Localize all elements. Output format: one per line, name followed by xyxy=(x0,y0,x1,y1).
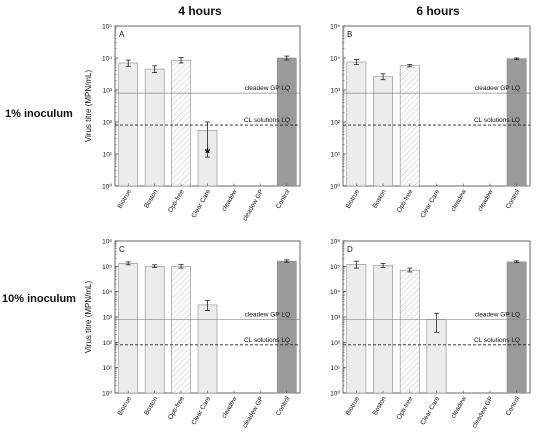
panel-label: D xyxy=(347,245,353,254)
bar-opti-free xyxy=(399,65,420,187)
x-tick-label: Boston xyxy=(143,395,159,416)
x-tick-label: Opti-free xyxy=(396,188,415,214)
lq-label: CL solutions LQ xyxy=(474,337,520,344)
y-tick-label: 10⁴ xyxy=(330,56,340,63)
y-tick-label: 10⁶ xyxy=(102,239,112,246)
y-tick-label: 10⁴ xyxy=(330,289,340,296)
y-tick-label: 10⁵ xyxy=(330,24,340,31)
panel-d: D 10⁰ 10¹ 10² 10³ 10⁴ 10⁵ 10⁶ Biotrue Boston Opti-… xyxy=(330,239,531,430)
lq-label: CL solutions LQ xyxy=(244,117,290,124)
y-tick-label: 10⁰ xyxy=(330,390,340,398)
x-tick-label: Clear Care xyxy=(419,395,441,426)
bar-opti-free xyxy=(171,266,191,394)
x-tick-label: Control xyxy=(275,395,292,417)
y-tick-label: 10³ xyxy=(103,315,113,322)
row-title-10pct: 10% inoculum xyxy=(2,293,76,305)
y-tick-label: 10⁰ xyxy=(102,390,112,398)
y-tick-label: 10⁵ xyxy=(330,264,340,271)
lq-label: cleadew GP LQ xyxy=(245,85,290,92)
y-tick-label: 10² xyxy=(331,120,341,127)
y-tick-label: 10¹ xyxy=(103,365,113,372)
x-tick-label: cleadew GP xyxy=(242,396,266,430)
x-tick-label: Opti-free xyxy=(396,395,415,421)
y-tick-label: 10⁵ xyxy=(102,24,112,31)
bar-clear-care xyxy=(197,304,218,394)
y-tick-label: 10³ xyxy=(331,88,341,95)
panel-label: A xyxy=(119,30,125,39)
x-tick-label: Clear Care xyxy=(190,188,212,219)
panels-group: A 10⁰ 10¹ 10² 10³ 10⁴ 10⁵ Virus titre (MPN/mL) B… xyxy=(84,24,531,430)
x-tick-label: Boston xyxy=(143,188,159,209)
x-tick-label: Boston xyxy=(372,188,388,209)
significance-marker: * xyxy=(205,144,211,160)
y-tick-label: 10⁴ xyxy=(102,56,112,63)
lq-label: CL solutions LQ xyxy=(244,337,290,344)
bar-opti-free xyxy=(171,59,191,187)
lq-label: cleadew GP LQ xyxy=(475,85,520,92)
bar-boston xyxy=(144,68,165,187)
x-tick-label: cleadew xyxy=(477,188,495,212)
panel-label: C xyxy=(119,245,125,254)
x-tick-label: Biotrue xyxy=(345,188,362,210)
row-title-1pct: 1% inoculum xyxy=(5,108,73,120)
bar-biotrue xyxy=(118,62,139,187)
y-tick-label: 10² xyxy=(103,340,113,347)
x-tick-label: Opti-free xyxy=(167,188,186,214)
x-tick-label: Biotrue xyxy=(117,395,134,417)
x-tick-label: Biotrue xyxy=(117,188,134,210)
y-tick-label: 10¹ xyxy=(331,152,341,159)
y-axis-label: Virus titre (MPN/mL) xyxy=(84,281,93,354)
y-tick-label: 10³ xyxy=(331,315,341,322)
y-axis-label: Virus titre (MPN/mL) xyxy=(84,70,93,143)
y-tick-label: 10² xyxy=(331,340,341,347)
y-tick-label: 10⁴ xyxy=(102,289,112,296)
col-title-6h: 6 hours xyxy=(416,4,460,18)
y-tick-label: 10² xyxy=(103,120,113,127)
bar-boston xyxy=(373,264,393,394)
lq-label: cleadew GP LQ xyxy=(245,311,290,318)
y-tick-label: 10⁰ xyxy=(102,183,112,191)
y-tick-label: 10¹ xyxy=(103,152,113,159)
x-tick-label: Clear Care xyxy=(419,188,441,219)
y-tick-label: 10¹ xyxy=(331,365,341,372)
y-tick-label: 10³ xyxy=(103,88,113,95)
y-tick-label: 10⁵ xyxy=(102,264,112,271)
lq-label: CL solutions LQ xyxy=(474,117,520,124)
bar-biotrue xyxy=(346,264,367,394)
x-tick-label: Control xyxy=(275,188,292,210)
x-tick-label: Boston xyxy=(372,395,388,416)
x-tick-label: cleadew xyxy=(450,395,468,419)
x-tick-label: Control xyxy=(505,188,522,210)
panel-b: B 10⁰ 10¹ 10² 10³ 10⁴ 10⁵ Biotrue Boston Opti-fre… xyxy=(330,24,531,219)
y-tick-label: 10⁶ xyxy=(330,239,340,246)
plot-frame xyxy=(342,25,531,187)
x-tick-label: Clear Care xyxy=(190,395,212,426)
y-tick-label: 10⁰ xyxy=(330,183,340,191)
bar-opti-free xyxy=(399,269,420,394)
lq-label: cleadew GP LQ xyxy=(475,311,520,318)
bar-control xyxy=(276,260,297,394)
x-tick-label: cleadew xyxy=(221,188,239,212)
x-tick-label: cleadew xyxy=(450,188,468,212)
panel-a: A 10⁰ 10¹ 10² 10³ 10⁴ 10⁵ Virus titre (MPN/mL) B… xyxy=(84,24,301,223)
bar-boston xyxy=(144,266,165,394)
panel-c: C 10⁰ 10¹ 10² 10³ 10⁴ 10⁵ 10⁶ Virus titre (MPN/m… xyxy=(84,239,301,430)
x-tick-label: cleadew GP xyxy=(471,396,495,430)
x-tick-label: Control xyxy=(505,395,522,417)
bar-biotrue xyxy=(118,263,139,394)
x-tick-label: Opti-free xyxy=(167,395,186,421)
col-title-4h: 4 hours xyxy=(178,4,222,18)
bar-control xyxy=(506,261,527,394)
x-tick-label: cleadew GP xyxy=(242,189,266,223)
x-tick-label: cleadew xyxy=(221,395,239,419)
x-tick-label: Biotrue xyxy=(345,395,362,417)
bar-biotrue xyxy=(346,61,367,187)
panel-label: B xyxy=(347,30,352,39)
